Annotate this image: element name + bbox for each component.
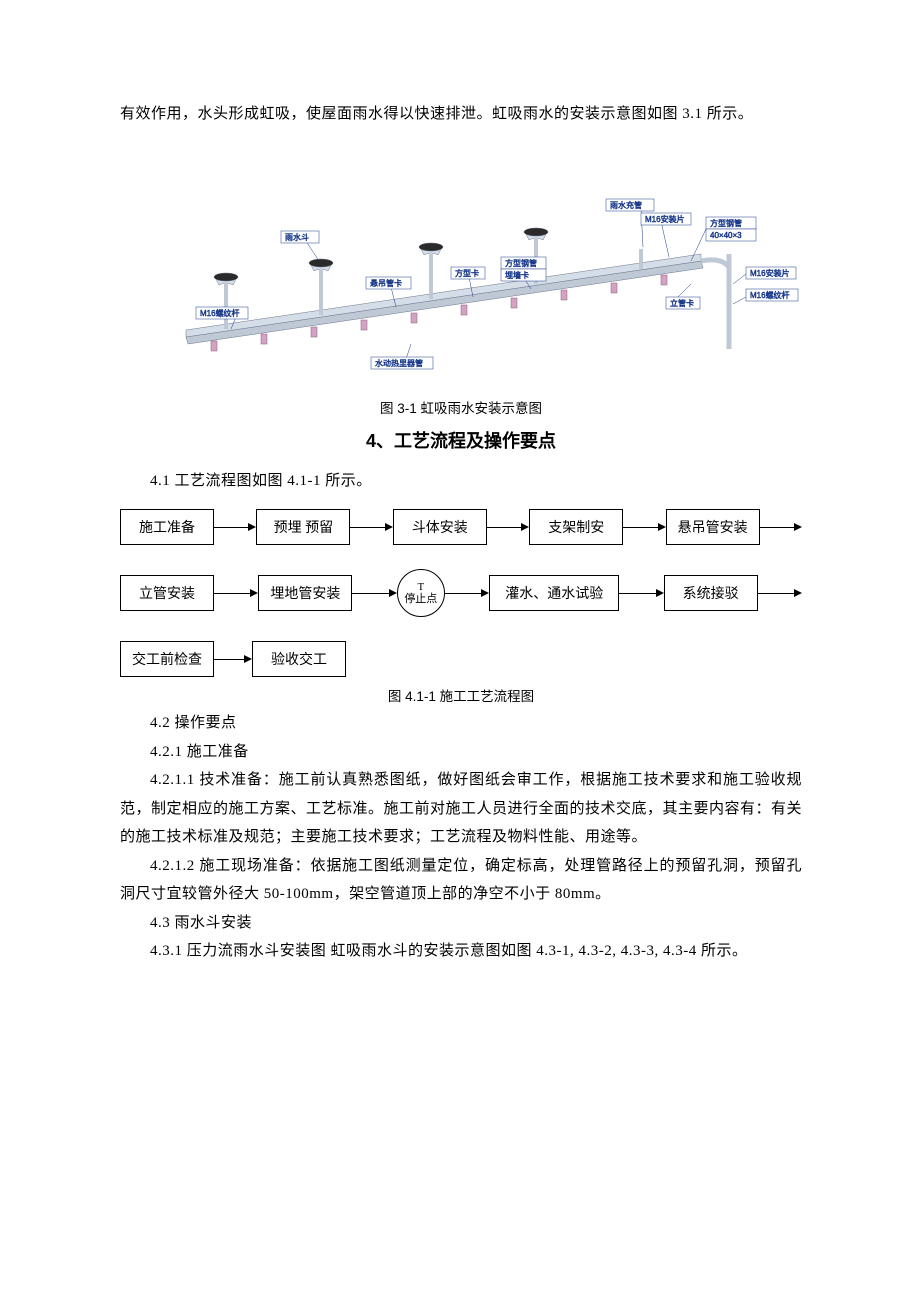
riser-3 — [419, 243, 443, 299]
para-4-2-1-2: 4.2.1.2 施工现场准备：依据施工图纸测量定位，确定标高，处理管路径上的预留… — [120, 852, 802, 909]
svg-text:水动热里器管: 水动热里器管 — [375, 358, 423, 368]
svg-text:40×40×3: 40×40×3 — [710, 231, 742, 240]
flow-box: 灌水、通水试验 — [489, 575, 619, 611]
flow-box: 交工前检查 — [120, 641, 214, 677]
flow-box: 支架制安 — [529, 509, 623, 545]
flow-row-1: 施工准备 预埋 预留 斗体安装 支架制安 悬吊管安装 — [120, 509, 802, 545]
svg-text:雨水斗: 雨水斗 — [285, 232, 309, 242]
section-4-heading: 4、工艺流程及操作要点 — [120, 427, 802, 453]
flow-box: 立管安装 — [120, 575, 214, 611]
svg-text:方型卡: 方型卡 — [455, 268, 479, 278]
diagram-3-1: 雨水充管 M16安装片 方型钢管 40×40×3 M16安装片 M16螺纹杆 — [120, 189, 802, 389]
svg-text:M16安装片: M16安装片 — [645, 214, 685, 224]
siphon-install-svg: 雨水充管 M16安装片 方型钢管 40×40×3 M16安装片 M16螺纹杆 — [120, 189, 802, 389]
para-4-3: 4.3 雨水斗安装 — [120, 909, 802, 938]
flow-stop-circle: T 停止点 — [397, 569, 445, 617]
circle-top: T — [417, 581, 424, 593]
fig-3-1-caption: 图 3-1 虹吸雨水安装示意图 — [120, 397, 802, 417]
svg-text:方型钢管: 方型钢管 — [505, 258, 537, 268]
flow-box: 埋地管安装 — [258, 575, 352, 611]
svg-text:悬吊管卡: 悬吊管卡 — [370, 278, 402, 288]
svg-text:M16螺纹杆: M16螺纹杆 — [200, 308, 240, 318]
para-4-1: 4.1 工艺流程图如图 4.1-1 所示。 — [120, 467, 802, 496]
para-4-3-1: 4.3.1 压力流雨水斗安装图 虹吸雨水斗的安装示意图如图 4.3-1, 4.3… — [120, 937, 802, 966]
svg-text:雨水充管: 雨水充管 — [610, 200, 642, 210]
svg-text:立管卡: 立管卡 — [670, 298, 694, 308]
flow-box: 斗体安装 — [393, 509, 487, 545]
flowchart-4-1-1: 施工准备 预埋 预留 斗体安装 支架制安 悬吊管安装 立管安装 埋地管安装 T … — [120, 509, 802, 677]
svg-text:M16螺纹杆: M16螺纹杆 — [750, 290, 790, 300]
flow-box: 悬吊管安装 — [666, 509, 760, 545]
flow-box: 预埋 预留 — [256, 509, 350, 545]
flow-box: 施工准备 — [120, 509, 214, 545]
fig-4-1-1-caption: 图 4.1-1 施工工艺流程图 — [120, 685, 802, 705]
para-4-2: 4.2 操作要点 — [120, 709, 802, 738]
intro-paragraph: 有效作用，水头形成虹吸，使屋面雨水得以快速排泄。虹吸雨水的安装示意图如图 3.1… — [120, 100, 802, 129]
svg-text:方型钢管: 方型钢管 — [710, 218, 742, 228]
riser-2 — [309, 259, 333, 315]
svg-text:埋墙卡: 埋墙卡 — [505, 270, 529, 280]
flow-box: 系统接驳 — [664, 575, 758, 611]
flow-row-3: 交工前检查 验收交工 — [120, 641, 802, 677]
circle-bottom: 停止点 — [404, 593, 437, 605]
svg-text:M16安装片: M16安装片 — [750, 268, 790, 278]
flow-box: 验收交工 — [252, 641, 346, 677]
para-4-2-1: 4.2.1 施工准备 — [120, 738, 802, 767]
flow-row-2: 立管安装 埋地管安装 T 停止点 灌水、通水试验 系统接驳 — [120, 569, 802, 617]
para-4-2-1-1: 4.2.1.1 技术准备：施工前认真熟悉图纸，做好图纸会审工作，根据施工技术要求… — [120, 766, 802, 852]
